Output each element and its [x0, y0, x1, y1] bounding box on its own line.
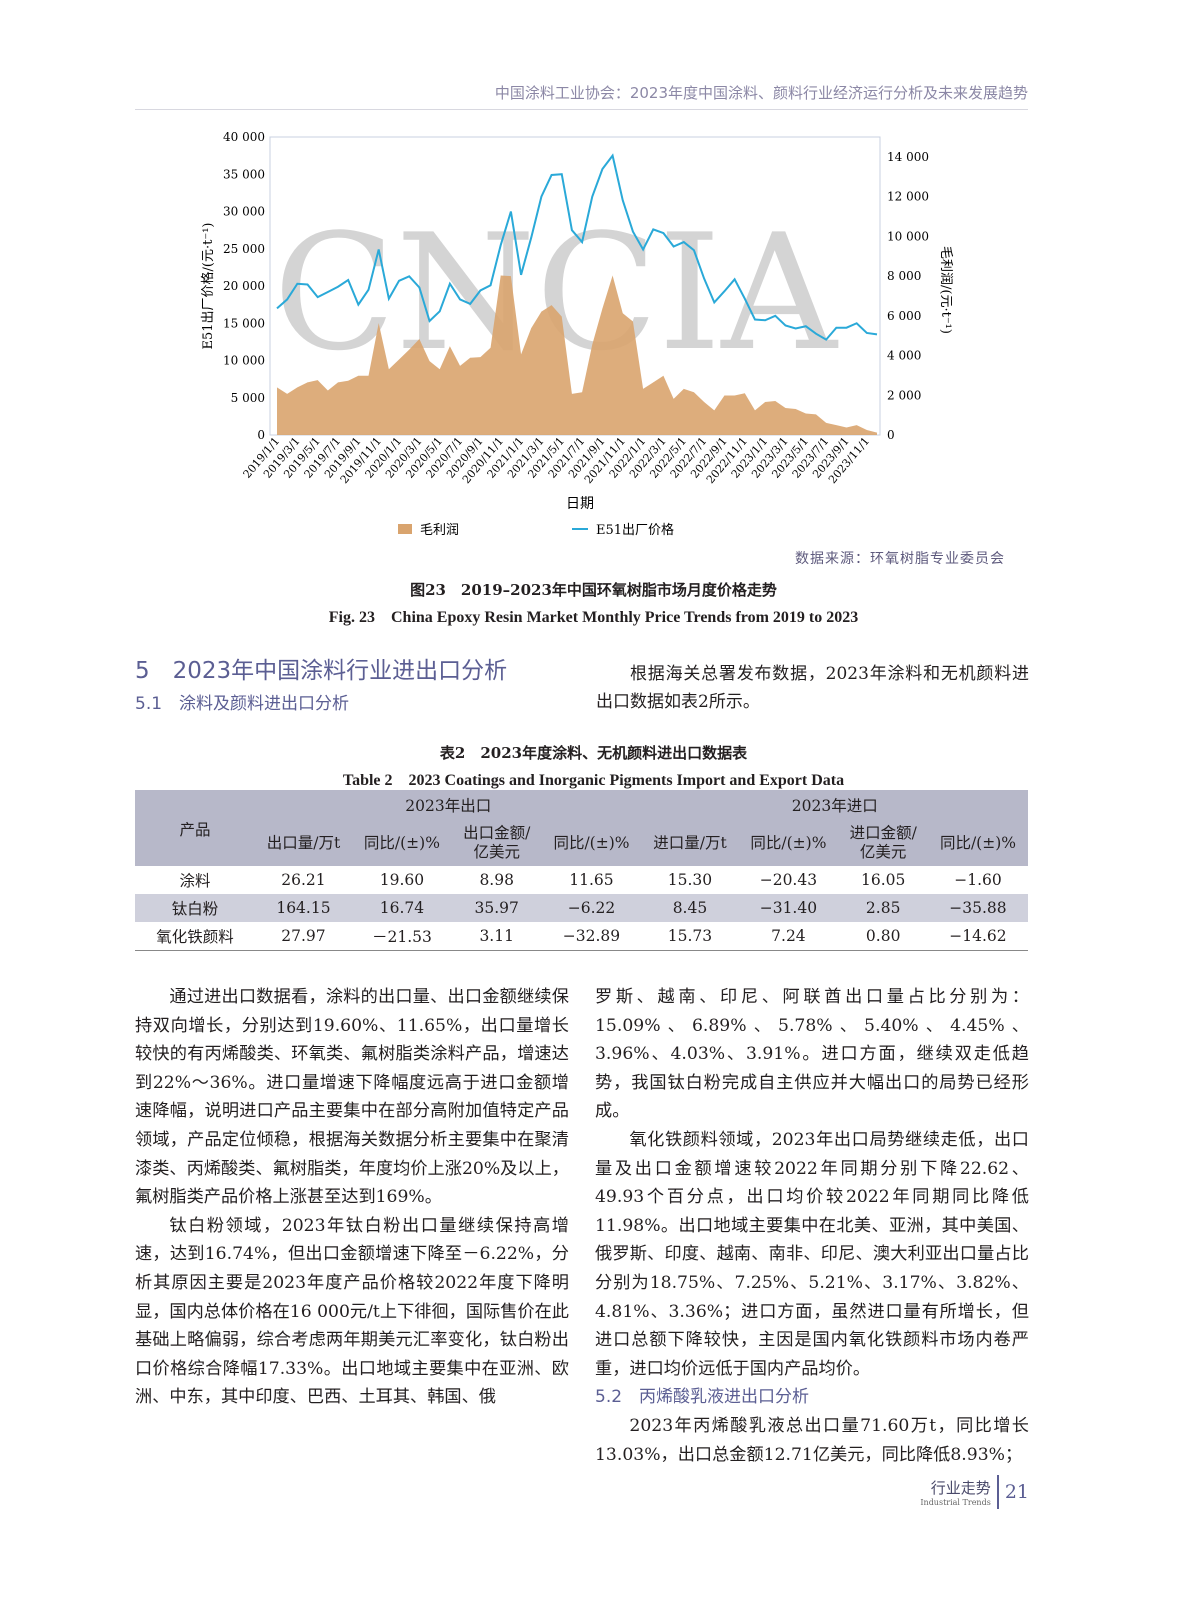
- th-product: 产品: [179, 821, 211, 839]
- table-cell: 3.11: [479, 926, 514, 945]
- table-cell: 15.30: [667, 871, 713, 889]
- y-right-tick-label: 8 000: [887, 269, 921, 283]
- body-column-left: 通过进出口数据看，涂料的出口量、出口金额继续保持双向增长，分别达到19.60%、…: [135, 983, 569, 1412]
- table-cell: 27.97: [281, 926, 326, 945]
- y-left-tick-label: 25 000: [223, 242, 265, 256]
- figure-source: 数据来源：环氧树脂专业委员会: [795, 551, 1005, 567]
- table-title-cn: 表2 2023年度涂料、无机颜料进出口数据表: [439, 744, 748, 762]
- y-left-tick-label: 20 000: [223, 279, 265, 293]
- table-cell: 19.60: [379, 871, 425, 889]
- running-header: 中国涂料工业协会：2023年度中国涂料、颜料行业经济运行分析及未来发展趋势: [135, 82, 1028, 110]
- footer-divider: [996, 1475, 999, 1509]
- y-left-tick-label: 35 000: [223, 167, 265, 181]
- legend-swatch-margin: [398, 524, 412, 534]
- body-column-right: 罗斯、越南、印尼、阿联酋出口量占比分别为：15.09%、6.89%、5.78%、…: [595, 983, 1029, 1469]
- table-cell: 164.15: [276, 899, 331, 917]
- footer-section-en: Industrial Trends: [920, 1498, 991, 1507]
- y-right-tick-label: 12 000: [887, 190, 929, 204]
- row-product: 钛白粉: [171, 900, 219, 918]
- th-column: 出口量/万t: [266, 833, 341, 852]
- table-cell: −1.60: [954, 871, 1002, 889]
- y-right-tick-label: 10 000: [887, 229, 929, 243]
- table-cell: −20.43: [759, 871, 818, 889]
- y-axis-left-label: E51出厂价格/(元·t⁻¹): [200, 223, 216, 350]
- th-export-group: 2023年出口: [405, 797, 492, 815]
- table-cell: −14.62: [949, 926, 1007, 945]
- legend-label-price: E51出厂价格: [596, 522, 674, 538]
- y-left-tick-label: 0: [257, 428, 265, 442]
- y-right-tick-label: 0: [887, 428, 895, 442]
- y-right-tick-label: 14 000: [887, 150, 929, 164]
- x-axis-label: 日期: [566, 496, 594, 512]
- table-title-en: Table 2 2023 Coatings and Inorganic Pigm…: [342, 772, 845, 789]
- section-5-heading: 5 2023年中国涂料行业进出口分析: [135, 658, 508, 684]
- row-product: 氧化铁颜料: [156, 927, 234, 946]
- paragraph: 2023年丙烯酸乳液总出口量71.60万t，同比增长13.03%，出口总金额12…: [595, 1415, 1029, 1465]
- paragraph: 钛白粉领域，2023年钛白粉出口量继续保持高增速，达到16.74%，但出口金额增…: [135, 1215, 569, 1408]
- table-cell: 16.05: [861, 871, 906, 889]
- th-column: 同比/(±)%: [939, 833, 1016, 852]
- table-row: 涂料 26.21 19.60 8.98 11.65 15.30 −20.43 16.05 −1.…: [135, 866, 1028, 894]
- table-cell: −32.89: [562, 926, 621, 945]
- table-cell: −35.88: [949, 899, 1007, 917]
- footer-section-cn: 行业走势: [930, 1479, 991, 1497]
- y-right-tick-label: 2 000: [887, 388, 921, 402]
- table-cell: 26.21: [281, 871, 326, 889]
- y-axis-right-label: 毛利润/(元·t⁻¹): [938, 246, 953, 334]
- th-column: 同比/(±)%: [750, 833, 827, 852]
- y-right-tick-label: 6 000: [887, 309, 921, 323]
- table-cell: −31.40: [759, 899, 818, 917]
- table-row: 钛白粉 164.15 16.74 35.97 −6.22 8.45 −31.40 2.85 −3…: [135, 894, 1028, 922]
- page-footer: 行业走势 Industrial Trends 21: [920, 1475, 1029, 1509]
- table-cell: 15.73: [667, 926, 713, 945]
- page-number: 21: [1004, 1481, 1029, 1503]
- y-left-tick-label: 5 000: [231, 391, 265, 405]
- row-product: 涂料: [179, 872, 211, 890]
- table-cell: 2.85: [865, 899, 901, 917]
- y-left-tick-label: 40 000: [223, 130, 265, 144]
- table-cell: 8.45: [672, 899, 708, 917]
- y-right-tick-label: 4 000: [887, 349, 921, 363]
- th-column: 同比/(±)%: [553, 833, 630, 852]
- table-cell: 35.97: [474, 899, 519, 917]
- table-cell: −6.22: [567, 899, 616, 917]
- paragraph: 氧化铁颜料领域，2023年出口局势继续走低，出口量及出口金额增速较2022年同期…: [595, 1129, 1029, 1379]
- section-intro-paragraph: 根据海关总署发布数据，2023年涂料和无机颜料进出口数据如表2所示。: [596, 664, 1029, 712]
- table-cell: 8.98: [479, 871, 514, 889]
- table-row: 氧化铁颜料 27.97 －21.53 3.11 −32.89 15.73 7.24 0.80 −…: [135, 922, 1028, 950]
- th-column: 出口金额/亿美元: [463, 824, 531, 861]
- th-import-group: 2023年进口: [791, 797, 878, 815]
- y-left-tick-label: 15 000: [223, 316, 265, 330]
- table-cell: 16.74: [379, 899, 425, 917]
- section-5-1-heading: 5.1 涂料及颜料进出口分析: [135, 694, 350, 714]
- th-column: 进口金额/亿美元: [849, 824, 917, 861]
- legend-label-margin: 毛利润: [420, 523, 459, 538]
- margin-area: [277, 275, 877, 435]
- figure-caption-en: Fig. 23 China Epoxy Resin Market Monthly…: [328, 609, 859, 626]
- price-line: [276, 153, 878, 341]
- th-column: 同比/(±)%: [363, 833, 440, 852]
- y-left-tick-label: 30 000: [223, 205, 265, 219]
- paragraph: 罗斯、越南、印尼、阿联酋出口量占比分别为：15.09%、6.89%、5.78%、…: [595, 987, 1029, 1122]
- y-left-tick-label: 10 000: [223, 354, 265, 368]
- section-5-2-heading: 5.2 丙烯酸乳液进出口分析: [595, 1387, 810, 1408]
- table-cell: －21.53: [371, 927, 432, 946]
- table-cell: 11.65: [569, 871, 614, 889]
- th-column: 进口量/万t: [653, 833, 727, 852]
- table-cell: 0.80: [865, 926, 901, 945]
- import-export-table: 产品 2023年出口 2023年进口 出口量/万t 同比/(±)% 出口金额/亿美元…: [135, 790, 1028, 951]
- paragraph: 通过进出口数据看，涂料的出口量、出口金额继续保持双向增长，分别达到19.60%、…: [135, 987, 569, 1208]
- table-cell: 7.24: [771, 926, 806, 945]
- figure-caption-cn: 图23 2019–2023年中国环氧树脂市场月度价格走势: [410, 581, 777, 599]
